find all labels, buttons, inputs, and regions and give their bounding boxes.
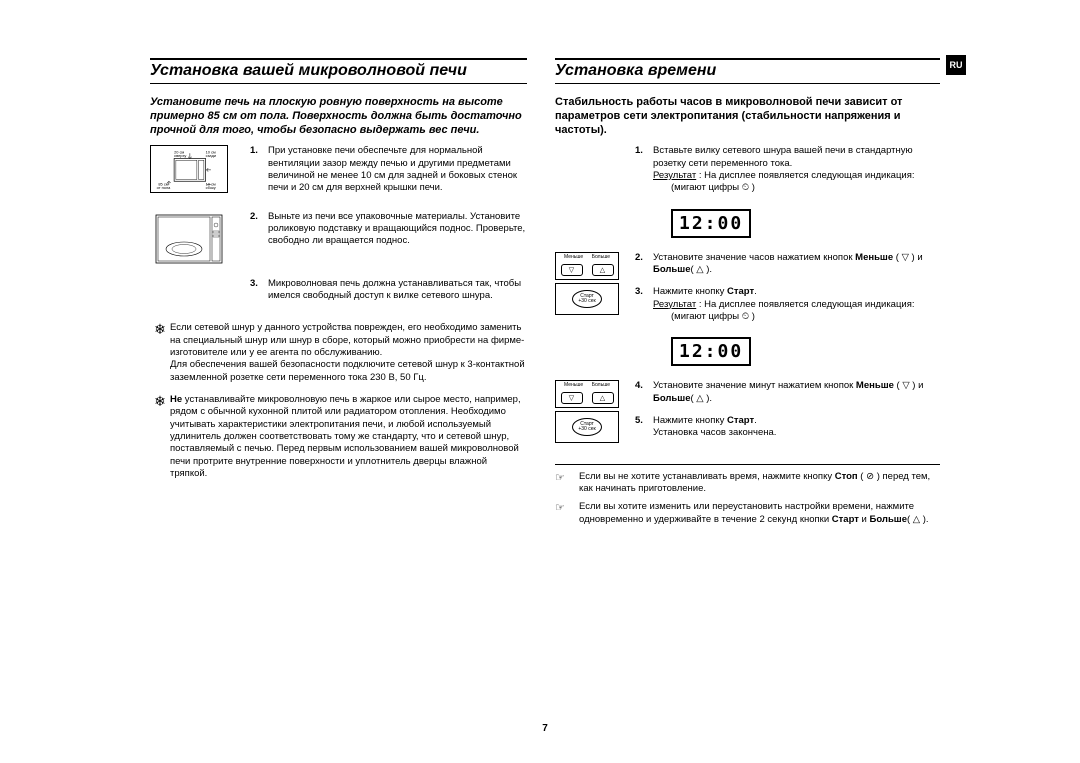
- hand-icon: ☞: [555, 471, 579, 496]
- step2-num: 2.: [250, 211, 268, 262]
- r-step5-text: Нажмите кнопку Старт. Установка часов за…: [653, 415, 776, 440]
- btn-panel-group-2: Меньше Больше ▽ △ Старт +30 сек: [555, 380, 635, 449]
- r-step1c: (мигают цифры ⏲ ): [671, 182, 755, 193]
- left-intro: Установите печь на плоскую ровную поверх…: [150, 96, 527, 137]
- more-button[interactable]: △: [592, 264, 614, 276]
- clock-display-1: 12:00: [671, 209, 751, 238]
- step1-text: При установке печи обеспечьте для нормал…: [268, 145, 527, 194]
- manual-page: Установка вашей микроволновой печи Устан…: [150, 58, 940, 738]
- label-less-2: Меньше: [564, 382, 583, 388]
- svg-text:сбоку: сбоку: [206, 185, 216, 190]
- r-step1-num: 1.: [635, 145, 653, 194]
- page-number: 7: [542, 723, 548, 734]
- less-button-2[interactable]: ▽: [561, 392, 583, 404]
- right-title: Установка времени: [555, 62, 940, 80]
- r-step2-num: 2.: [635, 252, 653, 277]
- language-tab: RU: [946, 55, 966, 75]
- note2: ☞ Если вы хотите изменить или переустано…: [555, 501, 940, 526]
- label-more-2: Больше: [592, 382, 610, 388]
- less-button[interactable]: ▽: [561, 264, 583, 276]
- r-step1-text: Вставьте вилку сетевого шнура вашей печи…: [653, 145, 940, 194]
- right-intro: Стабильность работы часов в микроволново…: [555, 96, 940, 137]
- r-step2-text: Установите значение часов нажатием кнопо…: [653, 252, 940, 277]
- start-button[interactable]: Старт +30 сек: [572, 290, 602, 308]
- svg-text:сзади: сзади: [206, 153, 216, 158]
- r-step3-num: 3.: [635, 286, 653, 323]
- step3-text: Микроволновая печь должна устанавливатьс…: [268, 278, 527, 303]
- left-title: Установка вашей микроволновой печи: [150, 62, 527, 80]
- r-step2-3: Меньше Больше ▽ △ Старт +30 сек 2. Устан…: [555, 252, 940, 334]
- r-step1a: Вставьте вилку сетевого шнура вашей печи…: [653, 145, 913, 168]
- r-step1-result: Результат: [653, 170, 696, 181]
- r-step4-text: Установите значение минут нажатием кнопо…: [653, 380, 940, 405]
- step3-row: 3. Микроволновая печь должна устанавлива…: [150, 278, 527, 313]
- plus30-label: +30 сек: [578, 299, 595, 304]
- less-more-panel-2: Меньше Больше ▽ △: [555, 380, 619, 408]
- svg-text:от пола: от пола: [157, 185, 171, 190]
- step2-row: 2. Выньте из печи все упаковочные матери…: [150, 211, 527, 272]
- rule-top: [150, 58, 527, 60]
- bullet2-row: ❄ Не устанавливайте микроволновую печь в…: [150, 394, 527, 480]
- rule-under: [150, 83, 527, 84]
- note1-text: Если вы не хотите устанавливать время, н…: [579, 471, 940, 496]
- snowflake-icon: ❄: [150, 394, 170, 480]
- more-button-2[interactable]: △: [592, 392, 614, 404]
- note2-text: Если вы хотите изменить или переустанови…: [579, 501, 940, 526]
- separator-rule: [555, 464, 940, 465]
- clock-display-2: 12:00: [671, 337, 751, 366]
- left-column: Установка вашей микроволновой печи Устан…: [150, 58, 545, 738]
- rule-top: [555, 58, 940, 60]
- step3-num: 3.: [250, 278, 268, 303]
- label-less: Меньше: [564, 254, 583, 260]
- snowflake-icon: ❄: [150, 322, 170, 384]
- r-step3-text: Нажмите кнопку Старт. Результат : На дис…: [653, 286, 915, 323]
- bullet1-row: ❄ Если сетевой шнур у данного устройства…: [150, 322, 527, 384]
- fig-tray: [150, 211, 250, 272]
- less-more-panel: Меньше Больше ▽ △: [555, 252, 619, 280]
- bullet1b: Для обеспечения вашей безопасности подкл…: [170, 359, 527, 384]
- bullet2-ne: Не: [170, 394, 182, 405]
- r-step1b: : На дисплее появляется следующая индика…: [696, 170, 914, 181]
- rule-under: [555, 83, 940, 84]
- step2-text: Выньте из печи все упаковочные материалы…: [268, 211, 527, 262]
- bullet1a: Если сетевой шнур у данного устройства п…: [170, 322, 527, 359]
- svg-text:сверху: сверху: [174, 153, 186, 158]
- hand-icon: ☞: [555, 501, 579, 526]
- label-more: Больше: [592, 254, 610, 260]
- start-button-2[interactable]: Старт +30 сек: [572, 418, 602, 436]
- r-step4-num: 4.: [635, 380, 653, 405]
- note1: ☞ Если вы не хотите устанавливать время,…: [555, 471, 940, 496]
- display1-wrap: 12:00: [653, 205, 940, 246]
- right-column: Установка времени RU Стабильность работы…: [545, 58, 940, 738]
- start-panel-2: Старт +30 сек: [555, 411, 619, 443]
- r-step5-num: 5.: [635, 415, 653, 440]
- step1-num: 1.: [250, 145, 268, 194]
- r-step1: 1. Вставьте вилку сетевого шнура вашей п…: [555, 145, 940, 204]
- display2-wrap: 12:00: [653, 333, 940, 374]
- start-panel: Старт +30 сек: [555, 283, 619, 315]
- fig-clearance: 20 смсверху 10 смсзади 85 смот пола 10 с…: [150, 145, 250, 204]
- bullet2-text: устанавливайте микроволновую печь в жарк…: [170, 394, 521, 479]
- r-step4-5: Меньше Больше ▽ △ Старт +30 сек 4. Устан…: [555, 380, 940, 449]
- step1-row: 20 смсверху 10 смсзади 85 смот пола 10 с…: [150, 145, 527, 204]
- btn-panel-group-1: Меньше Больше ▽ △ Старт +30 сек: [555, 252, 635, 334]
